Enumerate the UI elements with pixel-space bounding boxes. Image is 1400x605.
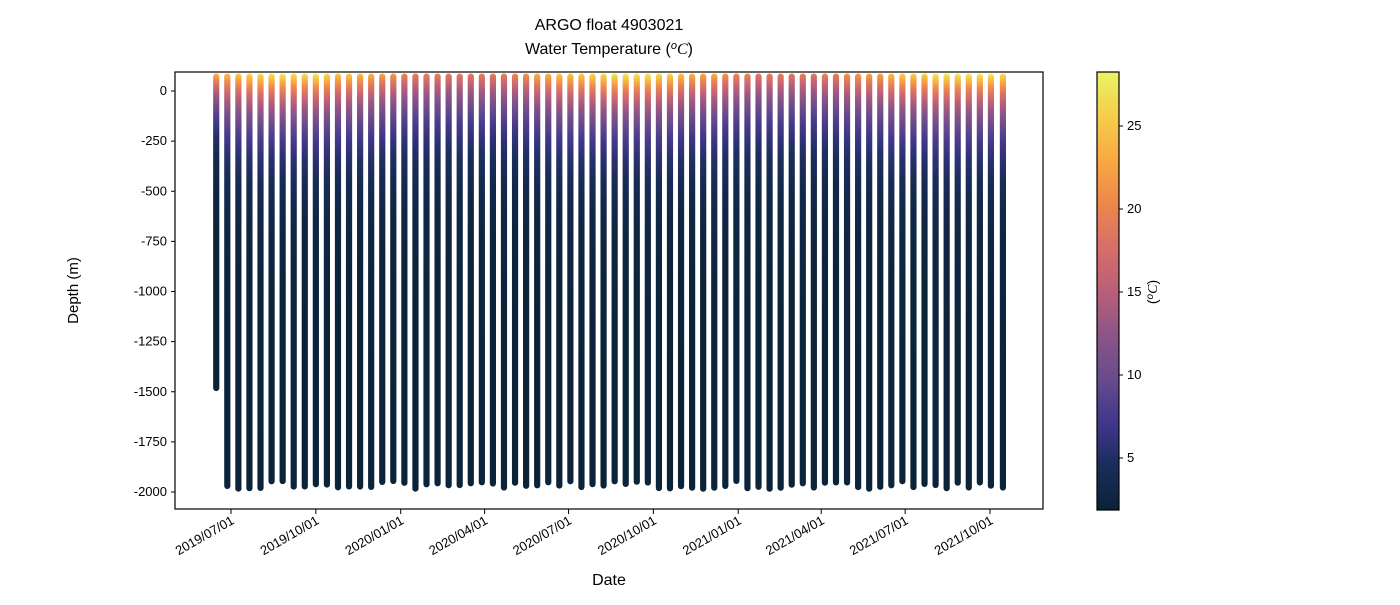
svg-text:Date: Date <box>592 572 626 589</box>
svg-text:-500: -500 <box>141 183 167 198</box>
svg-text:ARGO float 4903021: ARGO float 4903021 <box>535 17 684 34</box>
svg-text:-1000: -1000 <box>134 284 167 299</box>
svg-text:-2000: -2000 <box>134 484 167 499</box>
svg-text:Depth (m): Depth (m) <box>65 257 82 324</box>
svg-text:-1250: -1250 <box>134 334 167 349</box>
svg-text:5: 5 <box>1127 450 1134 465</box>
svg-text:-250: -250 <box>141 133 167 148</box>
svg-text:-1500: -1500 <box>134 384 167 399</box>
svg-text:-750: -750 <box>141 233 167 248</box>
svg-text:(oC): (oC) <box>1144 280 1161 304</box>
svg-text:15: 15 <box>1127 284 1141 299</box>
svg-text:Water Temperature (oC): Water Temperature (oC) <box>525 40 693 58</box>
svg-text:0: 0 <box>160 83 167 98</box>
svg-text:-1750: -1750 <box>134 434 167 449</box>
svg-text:10: 10 <box>1127 367 1141 382</box>
svg-text:20: 20 <box>1127 201 1141 216</box>
svg-text:25: 25 <box>1127 118 1141 133</box>
